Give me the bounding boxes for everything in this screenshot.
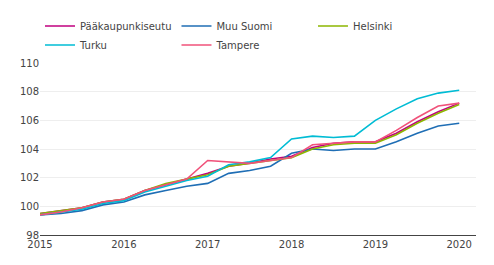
svg-text:98: 98 [26, 230, 39, 241]
svg-text:Tampere: Tampere [215, 40, 259, 51]
svg-text:106: 106 [20, 115, 39, 126]
svg-text:2019: 2019 [363, 239, 388, 250]
svg-text:Muu Suomi: Muu Suomi [216, 21, 272, 32]
svg-text:2020: 2020 [447, 239, 472, 250]
svg-text:2017: 2017 [195, 239, 220, 250]
svg-text:2015: 2015 [27, 239, 52, 250]
svg-text:Helsinki: Helsinki [353, 21, 392, 32]
svg-text:Turku: Turku [79, 40, 107, 51]
svg-text:104: 104 [20, 144, 39, 155]
svg-text:110: 110 [20, 58, 39, 69]
svg-text:2018: 2018 [279, 239, 304, 250]
svg-text:108: 108 [20, 86, 39, 97]
svg-text:100: 100 [20, 201, 39, 212]
svg-text:102: 102 [20, 172, 39, 183]
svg-text:Pääkaupunkiseutu: Pääkaupunkiseutu [80, 21, 171, 32]
svg-text:2016: 2016 [111, 239, 136, 250]
